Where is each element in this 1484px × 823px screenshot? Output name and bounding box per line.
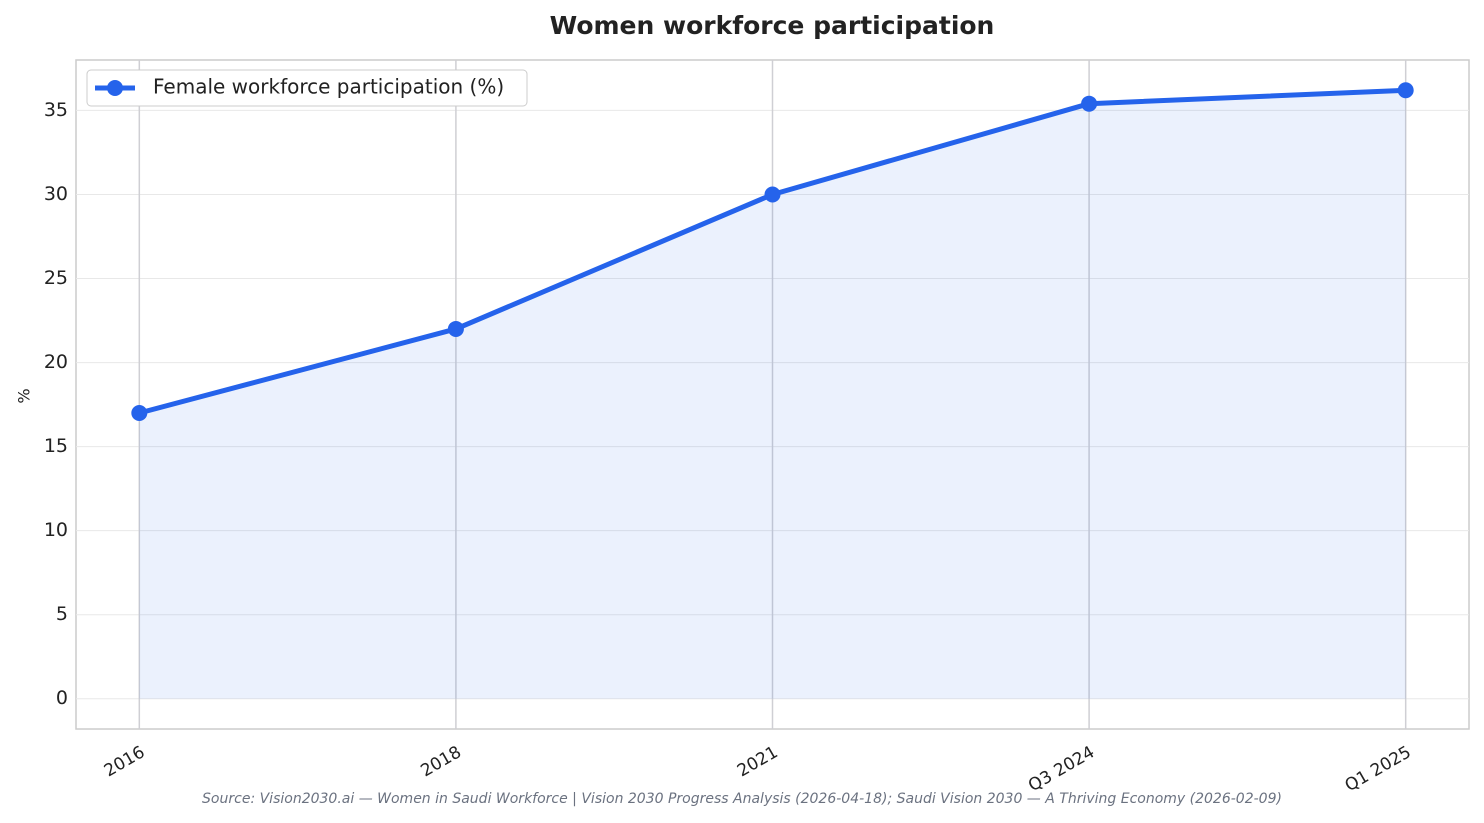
source-note: Source: Vision2030.ai — Women in Saudi W…: [202, 791, 1282, 807]
y-tick-label: 35: [44, 99, 68, 121]
marker: [447, 320, 464, 337]
y-tick-label: 5: [56, 603, 68, 625]
x-tick-label: Q3 2024: [1025, 742, 1098, 796]
marker: [1397, 82, 1414, 99]
y-tick-label: 30: [44, 183, 68, 205]
marker: [131, 404, 148, 421]
y-tick-label: 10: [44, 519, 68, 541]
y-tick-label: 0: [56, 687, 68, 709]
legend: Female workforce participation (%): [86, 69, 528, 107]
marker: [764, 186, 781, 203]
legend-marker: [107, 80, 123, 96]
x-tick-label: 2018: [417, 742, 464, 781]
y-axis-label: %: [15, 388, 34, 403]
y-tick-label: 25: [44, 267, 68, 289]
legend-label: Female workforce participation (%): [153, 75, 504, 99]
y-tick-label: 20: [44, 351, 68, 373]
chart-title: Women workforce participation: [550, 11, 995, 40]
marker: [1081, 95, 1098, 112]
x-tick-label: 2021: [734, 742, 781, 781]
x-tick-label: 2016: [101, 742, 148, 781]
x-tick-label: Q1 2025: [1342, 742, 1415, 796]
y-tick-label: 15: [44, 435, 68, 457]
legend-box: [86, 69, 528, 107]
area-fill: [139, 90, 1406, 699]
